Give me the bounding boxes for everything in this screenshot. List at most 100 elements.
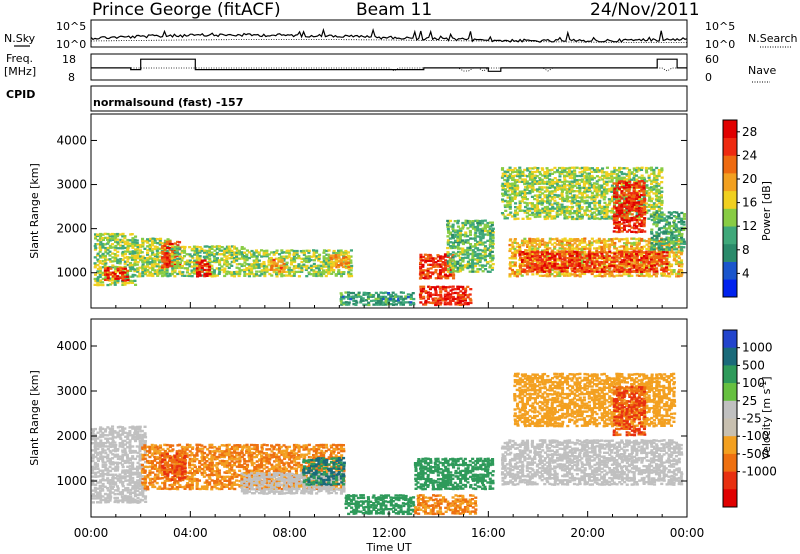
power-cell [627, 207, 631, 210]
power-cell [613, 166, 617, 170]
power-cell [563, 259, 567, 262]
power-cell [260, 270, 264, 273]
power-cell [571, 261, 575, 264]
power-cell [660, 243, 664, 247]
power-cell [657, 188, 661, 191]
power-cell [116, 254, 120, 257]
power-cell [575, 179, 579, 182]
power-cell [108, 244, 112, 248]
power-cell [200, 247, 204, 250]
power-cell [578, 167, 582, 170]
power-cell [418, 273, 422, 276]
power-cell [471, 260, 475, 263]
power-cell [170, 263, 174, 266]
power-cell [419, 275, 423, 278]
power-cell [193, 264, 197, 268]
power-cell [654, 186, 658, 189]
power-cell [578, 190, 582, 193]
power-cell [623, 270, 627, 273]
power-cell [523, 241, 527, 245]
power-cell [176, 240, 180, 244]
power-cell [580, 174, 584, 178]
power-cell [402, 301, 406, 304]
power-cell [474, 229, 478, 232]
power-cell [456, 237, 460, 240]
power-cell [451, 285, 455, 288]
power-cell [545, 253, 549, 256]
power-cell [456, 225, 460, 228]
power-cell [302, 263, 306, 266]
power-cell [257, 265, 261, 268]
power-cell [645, 270, 649, 273]
power-cell [560, 170, 564, 173]
power-cell [617, 221, 621, 224]
power-cell [121, 250, 125, 254]
power-cell [536, 208, 540, 211]
power-cell [98, 260, 102, 263]
power-cell [265, 251, 269, 254]
power-cell [643, 217, 647, 220]
power-cell [519, 266, 523, 269]
power-cell [200, 266, 204, 270]
power-cell [561, 206, 565, 209]
power-cell [617, 199, 621, 202]
power-cell [588, 240, 592, 243]
power-cell [312, 274, 316, 277]
power-cell [565, 217, 569, 220]
power-cell [637, 224, 641, 227]
power-cell [422, 255, 426, 259]
power-cell [243, 270, 247, 273]
power-cell [114, 238, 118, 241]
power-cell [659, 219, 663, 222]
power-cell [384, 298, 388, 301]
power-cell [491, 254, 495, 257]
power-cell [220, 258, 224, 262]
power-cell [121, 279, 125, 282]
power-cell [151, 266, 155, 270]
power-cell [521, 172, 525, 175]
power-cell [615, 214, 619, 218]
power-cell [476, 258, 480, 262]
power-cell [337, 265, 341, 269]
power-cell [558, 197, 562, 200]
power-cell [587, 180, 591, 184]
power-cell [523, 251, 527, 254]
power-cell [575, 202, 579, 205]
power-cell [317, 272, 321, 275]
power-cell [615, 222, 619, 225]
power-cell [471, 245, 475, 248]
power-cell [657, 174, 661, 178]
power-cell [247, 256, 251, 260]
power-cell [677, 251, 681, 254]
power-cell [228, 249, 232, 252]
power-cell [650, 263, 654, 266]
power-cell [431, 299, 435, 302]
power-cell [176, 262, 180, 266]
power-cell [620, 209, 624, 212]
power-cell [582, 265, 586, 268]
power-cell [258, 270, 262, 273]
power-cell [111, 256, 115, 259]
power-cell [617, 227, 621, 230]
power-cell [161, 245, 165, 248]
power-cell [369, 295, 373, 298]
power-cell [150, 263, 154, 266]
power-cell [578, 174, 582, 178]
power-cell [203, 245, 207, 248]
power-cell [133, 263, 137, 267]
power-cell [344, 256, 348, 259]
power-cell [483, 233, 487, 236]
power-cell [595, 167, 599, 170]
power-cell [526, 254, 530, 257]
power-cell [578, 270, 582, 273]
power-cell [451, 266, 455, 269]
power-cell [642, 190, 646, 193]
power-cell [640, 239, 644, 242]
power-cell [476, 227, 480, 230]
power-cell [178, 257, 182, 260]
power-cell [600, 192, 604, 195]
power-cell [447, 262, 451, 265]
power-cell [535, 243, 539, 246]
power-cell [620, 266, 624, 269]
power-cell [523, 270, 527, 273]
